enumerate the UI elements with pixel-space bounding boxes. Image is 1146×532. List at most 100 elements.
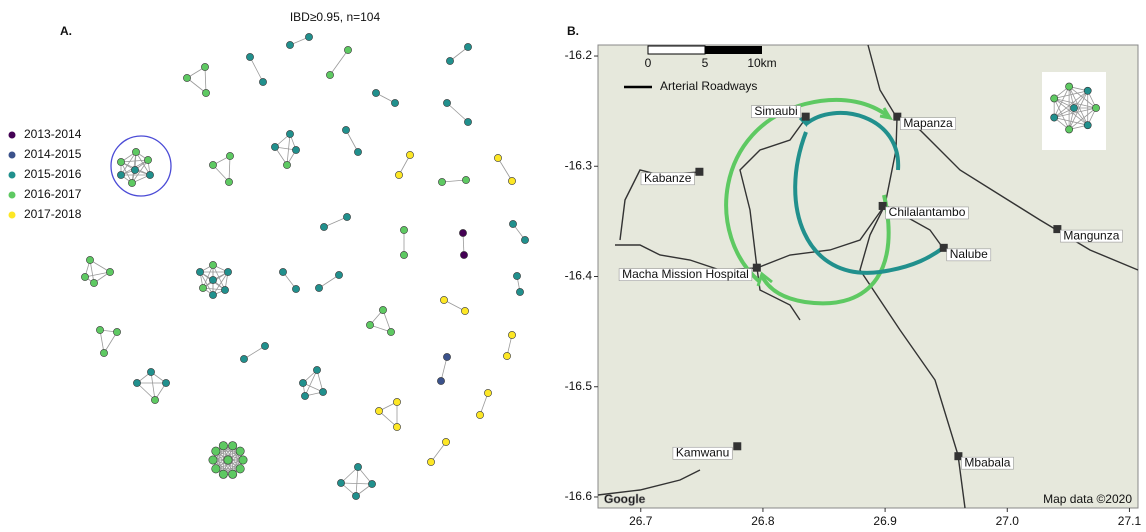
network-node [516, 288, 523, 295]
network-node [1051, 95, 1058, 102]
scale-label: 5 [702, 56, 709, 70]
network-node [259, 78, 266, 85]
highlight-ring [111, 136, 171, 196]
network-node [372, 89, 379, 96]
x-tick-label: 26.9 [873, 514, 897, 528]
network-node [305, 33, 312, 40]
network-node [335, 271, 342, 278]
network-node [209, 456, 217, 464]
network-node [513, 272, 520, 279]
network-node [342, 126, 349, 133]
network-node [375, 407, 382, 414]
place-label: Kabanze [644, 171, 692, 185]
network-node [202, 89, 209, 96]
place-label: Mapanza [903, 116, 953, 130]
legend-swatch [9, 172, 16, 179]
y-tick-label: -16.5 [565, 379, 593, 393]
network-node [368, 480, 375, 487]
network-node [86, 256, 93, 263]
network-node [354, 463, 361, 470]
network-node [438, 178, 445, 185]
legend-label: 2015-2016 [24, 167, 82, 181]
network-node [354, 148, 361, 155]
network-node [146, 171, 153, 178]
network-edge [330, 50, 348, 75]
network-node [228, 442, 236, 450]
network-node [183, 74, 190, 81]
network-node [279, 268, 286, 275]
place-label: Mbabala [964, 455, 1010, 469]
network-node [387, 328, 394, 335]
network-node [286, 41, 293, 48]
network-node [1084, 122, 1091, 129]
network-node [246, 53, 253, 60]
network-node [219, 442, 227, 450]
network-node [461, 307, 468, 314]
network-node [209, 276, 216, 283]
network-node [1070, 104, 1077, 111]
x-tick-label: 27.0 [996, 514, 1020, 528]
network-node [366, 321, 373, 328]
network-node [301, 392, 308, 399]
place-marker [733, 442, 741, 450]
network-node [443, 99, 450, 106]
network-node [1084, 87, 1091, 94]
legend-swatch [9, 192, 16, 199]
network-node [219, 470, 227, 478]
network-node [224, 268, 231, 275]
network-node [400, 251, 407, 258]
network-node [459, 229, 466, 236]
network-node [144, 156, 151, 163]
network-node [128, 179, 135, 186]
y-tick-label: -16.2 [565, 48, 593, 62]
network-node [151, 396, 158, 403]
road-legend: Arterial Roadways [660, 79, 757, 93]
network-node [100, 349, 107, 356]
network-node [508, 177, 515, 184]
network-node [391, 99, 398, 106]
x-tick-label: 26.7 [629, 514, 653, 528]
place-label: Macha Mission Hospital [622, 267, 749, 281]
network-node [494, 154, 501, 161]
network-node [503, 352, 510, 359]
network-node [225, 178, 232, 185]
network-edge [498, 158, 512, 181]
legend-swatch [9, 212, 16, 219]
network-node [352, 492, 359, 499]
network-node [90, 279, 97, 286]
network-node [343, 213, 350, 220]
network-node [464, 43, 471, 50]
network-node [271, 143, 278, 150]
network-node [132, 148, 139, 155]
place-label: Kamwanu [676, 445, 729, 459]
network-node [212, 465, 220, 473]
network-node [212, 447, 220, 455]
network-node [226, 152, 233, 159]
network-node [326, 71, 333, 78]
place-marker [753, 264, 761, 272]
network-node [96, 326, 103, 333]
place-marker [695, 168, 703, 176]
legend-label: 2017-2018 [24, 207, 82, 221]
network-node [239, 456, 247, 464]
network-node [509, 220, 516, 227]
network-node [446, 57, 453, 64]
network-node [393, 423, 400, 430]
y-tick-label: -16.4 [565, 269, 593, 283]
network-node [460, 251, 467, 258]
network-node [313, 366, 320, 373]
network-node [315, 284, 322, 291]
x-tick-label: 27.1 [1118, 514, 1142, 528]
network-node [162, 379, 169, 386]
scale-bar [648, 46, 705, 54]
network-node [476, 411, 483, 418]
scale-label: 10km [747, 56, 776, 70]
network-node [521, 236, 528, 243]
network-node [319, 388, 326, 395]
network-node [1066, 83, 1073, 90]
network-node [81, 273, 88, 280]
network-node [337, 479, 344, 486]
scale-bar [705, 46, 762, 54]
scale-label: 0 [645, 56, 652, 70]
panel-label: B. [567, 24, 579, 38]
